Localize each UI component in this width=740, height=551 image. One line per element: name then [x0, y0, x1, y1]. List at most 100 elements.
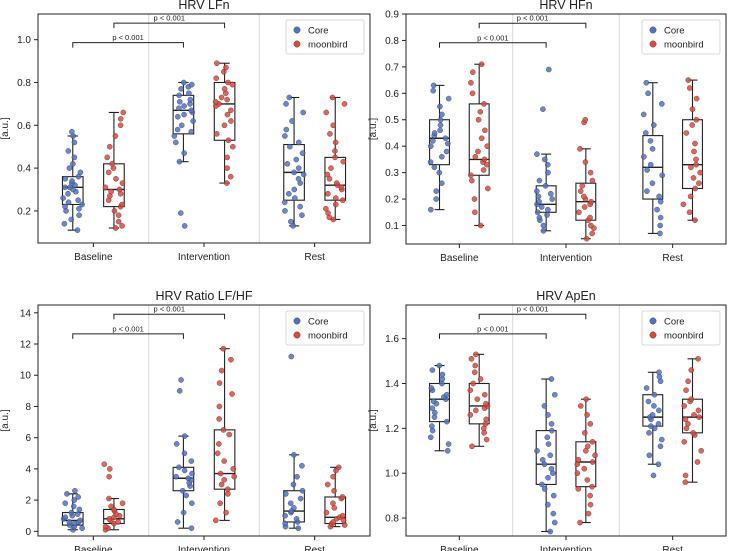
data-point: [331, 487, 337, 494]
data-point: [175, 113, 181, 120]
chart-panel-4: HRV ApEn [a.u.] 0.8 1.0 1.2 1.4 1.6 Baseline Int…: [368, 289, 727, 551]
data-point: [332, 139, 339, 146]
data-point: [327, 131, 333, 137]
data-point: [548, 465, 555, 472]
data-point: [584, 412, 590, 418]
data-point: [483, 416, 489, 423]
data-point: [297, 495, 304, 502]
data-point: [477, 222, 484, 229]
data-point: [694, 459, 701, 465]
legend-marker: [649, 317, 657, 325]
data-point: [108, 503, 114, 510]
data-point: [216, 416, 222, 422]
significance-bracket: p < 0.001: [439, 33, 547, 48]
data-point: [341, 101, 348, 107]
data-point: [693, 116, 700, 123]
legend-marker: [293, 40, 301, 48]
data-point: [655, 461, 662, 468]
data-point: [292, 195, 298, 201]
data-point: [323, 109, 329, 116]
data-point: [657, 230, 663, 237]
data-point: [224, 111, 231, 118]
data-point: [472, 153, 479, 160]
data-point: [60, 195, 66, 201]
data-point: [115, 212, 122, 218]
data-point: [471, 196, 478, 202]
data-point: [65, 148, 72, 154]
data-point: [286, 191, 292, 197]
data-point: [443, 391, 450, 398]
data-point: [325, 191, 331, 197]
data-point: [181, 467, 188, 474]
data-point: [330, 473, 336, 480]
boxplot-moonbird-intervention: [574, 396, 598, 526]
data-point: [181, 223, 188, 229]
x-tick-label: Intervention: [178, 252, 230, 263]
data-point: [470, 380, 476, 387]
data-point: [291, 169, 297, 176]
axes-frame: [405, 304, 727, 537]
data-point: [689, 122, 695, 128]
data-point: [429, 405, 436, 411]
data-point: [437, 127, 443, 134]
data-point: [445, 441, 452, 447]
data-point: [592, 452, 598, 459]
data-point: [577, 188, 584, 194]
data-point: [658, 436, 665, 443]
data-point: [331, 505, 338, 511]
data-point: [550, 510, 557, 517]
data-point: [106, 143, 113, 150]
data-point: [299, 212, 305, 218]
data-point: [469, 177, 475, 184]
data-point: [692, 140, 698, 147]
data-point: [178, 122, 185, 129]
data-point: [431, 164, 438, 171]
data-point: [225, 137, 232, 144]
data-point: [588, 222, 594, 229]
data-point: [581, 465, 588, 472]
data-point: [576, 209, 582, 216]
data-point: [171, 133, 178, 139]
boxplot-core-intervention: [172, 377, 195, 531]
data-point: [536, 177, 543, 184]
data-point: [544, 434, 551, 441]
data-point: [651, 391, 658, 398]
data-point: [468, 79, 474, 86]
x-tick-label: Baseline: [440, 253, 479, 264]
x-tick-label: Baseline: [74, 545, 113, 551]
data-point: [433, 196, 439, 202]
data-point: [290, 481, 297, 488]
data-point: [325, 210, 331, 216]
legend-label: Core: [664, 317, 685, 328]
data-point: [542, 183, 549, 189]
data-point: [644, 188, 650, 194]
data-point: [227, 173, 234, 180]
data-point: [117, 116, 124, 122]
bracket-line: [439, 333, 547, 339]
data-point: [228, 107, 234, 114]
data-point: [439, 153, 445, 160]
data-point: [547, 528, 554, 535]
boxplot-core-baseline: [427, 82, 452, 213]
legend-marker: [293, 317, 301, 325]
data-point: [656, 407, 662, 414]
data-point: [282, 520, 288, 527]
data-point: [61, 220, 68, 227]
data-point: [231, 473, 237, 480]
data-point: [106, 516, 113, 522]
legend-box: [285, 310, 365, 346]
data-point: [104, 154, 110, 161]
data-point: [651, 122, 657, 128]
data-point: [687, 193, 694, 200]
legend-box: [641, 310, 721, 346]
data-point: [472, 209, 478, 216]
data-point: [428, 385, 435, 391]
data-point: [228, 118, 234, 124]
p-value-label: p < 0.001: [517, 14, 549, 23]
legend-label: Core: [308, 26, 329, 37]
data-point: [534, 188, 540, 194]
data-point: [105, 169, 112, 176]
data-point: [225, 491, 231, 497]
data-point: [102, 523, 109, 530]
data-point: [76, 506, 83, 513]
